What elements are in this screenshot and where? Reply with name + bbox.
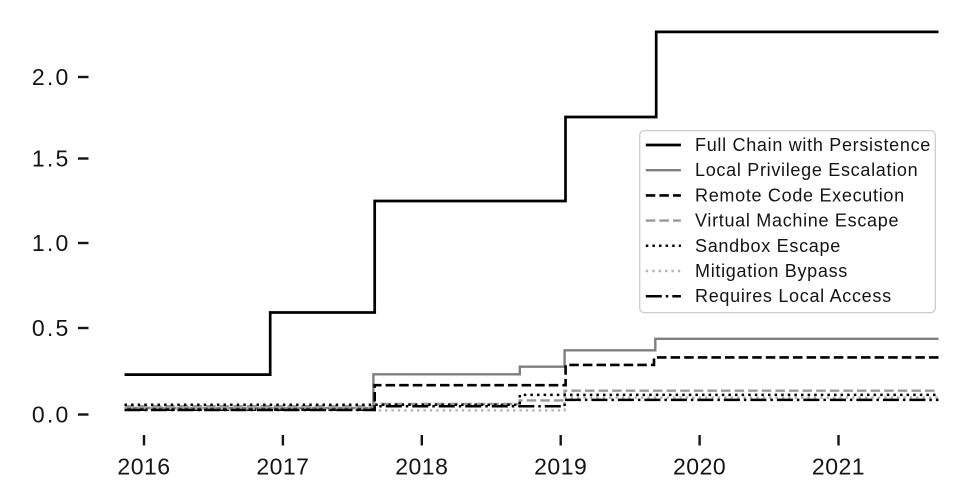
svg-text:2021: 2021 bbox=[812, 454, 865, 480]
svg-text:Mitigation Bypass: Mitigation Bypass bbox=[695, 261, 848, 281]
svg-text:Sandbox Escape: Sandbox Escape bbox=[695, 236, 841, 256]
svg-text:Requires Local Access: Requires Local Access bbox=[695, 286, 892, 306]
svg-text:2020: 2020 bbox=[673, 454, 726, 480]
svg-text:Local Privilege Escalation: Local Privilege Escalation bbox=[695, 160, 918, 180]
svg-text:2018: 2018 bbox=[395, 454, 448, 480]
svg-text:Virtual Machine Escape: Virtual Machine Escape bbox=[695, 211, 899, 231]
svg-text:Full Chain with Persistence: Full Chain with Persistence bbox=[695, 135, 931, 155]
svg-text:1.0: 1.0 bbox=[32, 230, 71, 256]
svg-text:0.5: 0.5 bbox=[32, 315, 71, 341]
svg-text:0.0: 0.0 bbox=[32, 402, 71, 428]
svg-text:2019: 2019 bbox=[534, 454, 587, 480]
svg-text:2017: 2017 bbox=[256, 454, 309, 480]
svg-text:2.0: 2.0 bbox=[32, 64, 71, 90]
svg-text:2016: 2016 bbox=[117, 454, 170, 480]
svg-text:Remote Code Execution: Remote Code Execution bbox=[695, 185, 905, 205]
svg-text:1.5: 1.5 bbox=[32, 146, 71, 172]
